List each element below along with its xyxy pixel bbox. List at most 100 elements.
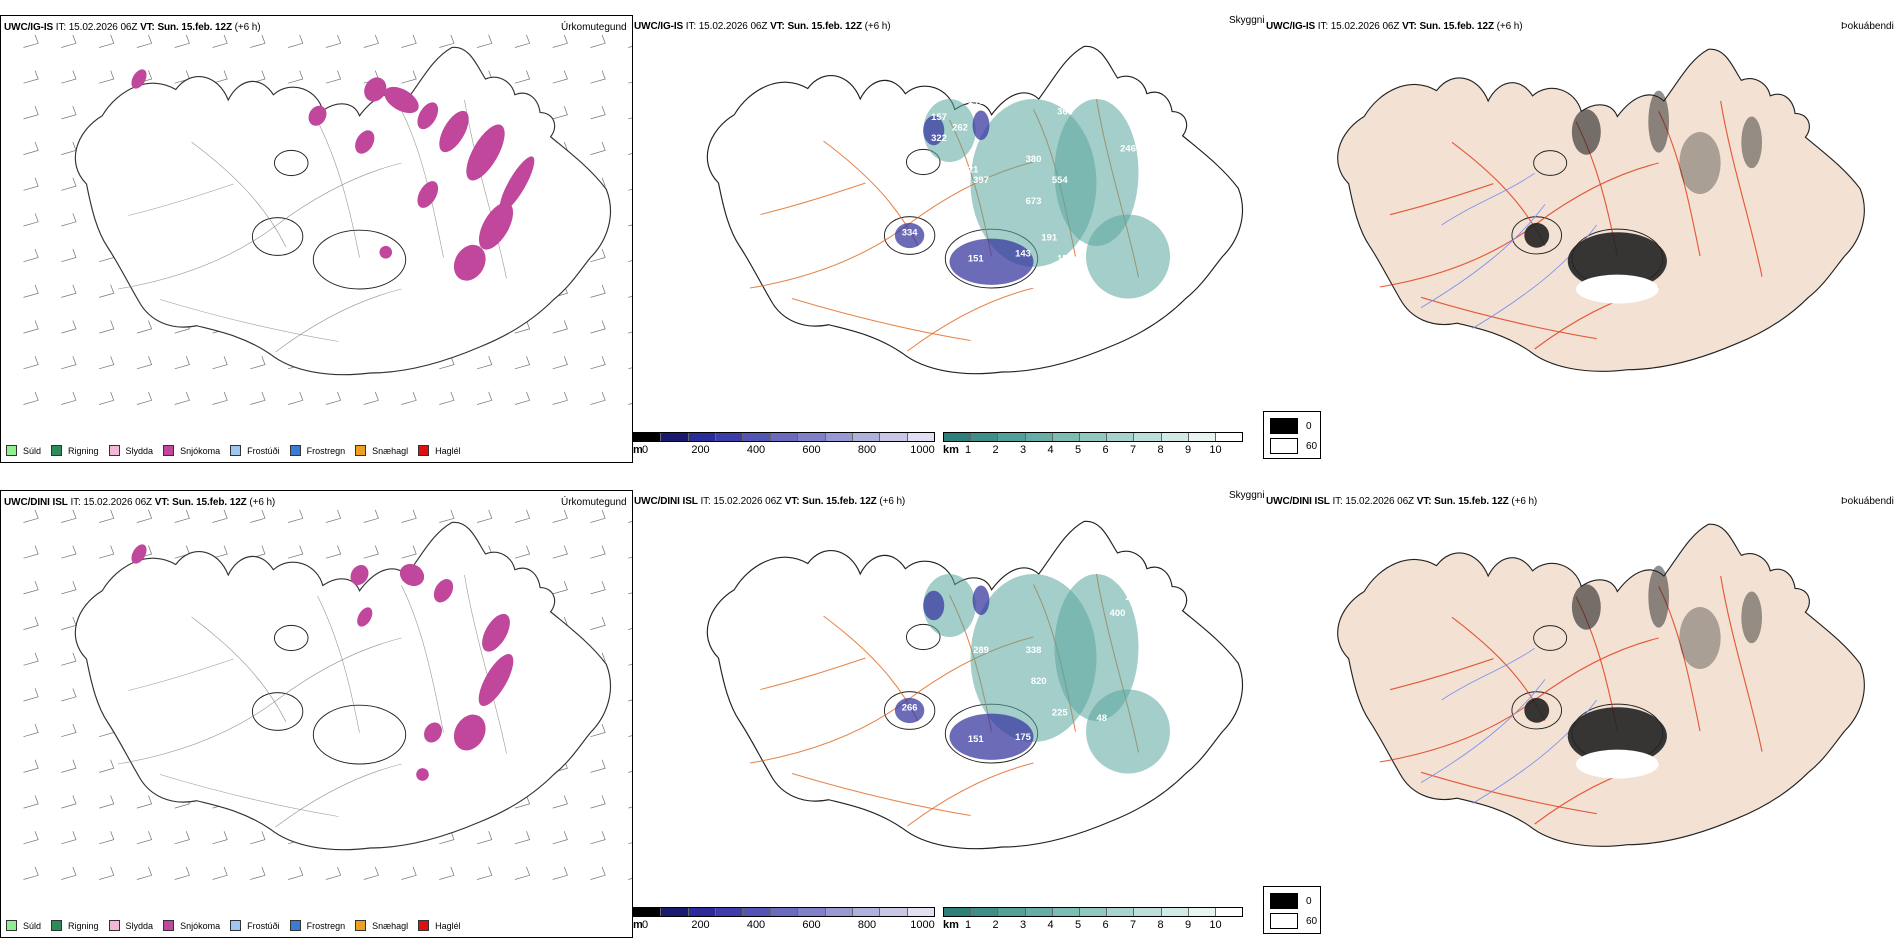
ceiling-value-label: 187 xyxy=(1041,270,1057,281)
ceiling-value-label: 266 xyxy=(902,703,918,714)
precip-legend: Súld Rigning Slydda Snjókoma Frostúði Frostre… xyxy=(6,445,471,456)
ceiling-tick: 400 xyxy=(746,444,766,456)
ceiling-value-label: 380 xyxy=(1026,154,1042,165)
precip-legend: Súld Rigning Slydda Snjókoma Frostúði Frostre… xyxy=(6,920,471,931)
ceiling-tick: 1000 xyxy=(910,919,935,931)
visibility-tick: 5 xyxy=(1074,919,1082,931)
ceiling-tick: 800 xyxy=(857,444,877,456)
visibility-panel: UWC/IG-IS IT: 15.02.2026 06Z VT: Sun. 15… xyxy=(633,15,1266,475)
ceiling-value-label: 246 xyxy=(1120,144,1136,155)
ceiling-value-label: 225 xyxy=(1052,708,1068,719)
precip-legend-item: Snjókoma xyxy=(163,920,220,931)
precip-legend-item: Snæhagl xyxy=(355,920,408,931)
precip-legend-item: Haglél xyxy=(418,445,461,456)
precip-legend-item: Snæhagl xyxy=(355,445,408,456)
fog-legend: 0 60 xyxy=(1263,886,1321,934)
precip-legend-item: Rigning xyxy=(51,920,99,931)
legend-swatch xyxy=(6,920,17,931)
panel-title: UWC/DINI ISL IT: 15.02.2026 06Z VT: Sun.… xyxy=(1266,496,1538,507)
fog-legend: 0 60 xyxy=(1263,411,1321,459)
ceiling-value-label: 554 xyxy=(1052,175,1068,186)
visibility-tick: 2 xyxy=(992,919,999,931)
visibility-unit: km xyxy=(943,444,959,456)
fog-panel: UWC/IG-IS IT: 15.02.2026 06Z VT: Sun. 15… xyxy=(1266,15,1900,475)
legend-swatch xyxy=(230,445,242,456)
ceiling-value-label: 151 xyxy=(968,254,984,265)
visibility-tick: 1 xyxy=(964,444,972,456)
ceiling-value-label: 322 xyxy=(931,133,947,144)
ceiling-value-label: 397 xyxy=(973,175,989,186)
ceiling-value-label: 262 xyxy=(952,123,968,134)
ceiling-value-label: 338 xyxy=(1026,645,1042,656)
legend-swatch xyxy=(355,920,367,931)
precip-legend-item: Snjókoma xyxy=(163,445,220,456)
fog-panel: UWC/DINI ISL IT: 15.02.2026 06Z VT: Sun.… xyxy=(1266,490,1900,950)
ceiling-tick: 600 xyxy=(802,444,821,456)
ceiling-value-label: 528 xyxy=(1026,280,1042,291)
panel-title: UWC/DINI ISL IT: 15.02.2026 06Z VT: Sun.… xyxy=(4,497,276,508)
legend-swatch xyxy=(1270,913,1298,929)
visibility-tick: 10 xyxy=(1209,919,1222,931)
panel-title: UWC/IG-IS IT: 15.02.2026 06Z VT: Sun. 15… xyxy=(634,21,891,32)
precip-legend-item: Frostúði xyxy=(230,920,280,931)
legend-swatch xyxy=(1270,418,1298,434)
ceiling-value-label: 282 xyxy=(1125,592,1141,603)
ceiling-value-label: 400 xyxy=(1110,608,1126,619)
precip-legend-item: Frostregn xyxy=(289,445,345,456)
precip-map xyxy=(23,509,632,880)
visibility-tick: 3 xyxy=(1019,444,1027,456)
ceiling-value-label: 121 xyxy=(963,165,979,176)
field-name: Þokuábendi xyxy=(1841,21,1894,32)
precip-type-panel: UWC/DINI ISL IT: 15.02.2026 06Z VT: Sun.… xyxy=(0,490,633,938)
fog-map xyxy=(1337,48,1865,372)
precip-type-panel: UWC/IG-IS IT: 15.02.2026 06Z VT: Sun. 15… xyxy=(0,15,633,463)
visibility-tick: 9 xyxy=(1184,444,1192,456)
visibility-tick: 7 xyxy=(1129,919,1137,931)
legend-swatch xyxy=(108,920,120,931)
ceiling-tick: 200 xyxy=(691,919,710,931)
legend-swatch xyxy=(163,920,175,931)
field-name: Úrkomutegund xyxy=(561,497,627,508)
field-name: Þokuábendi xyxy=(1841,496,1894,507)
ceiling-unit: m xyxy=(633,919,643,931)
ceiling-value-label: 175 xyxy=(1068,739,1084,750)
ceiling-value-label: 48 xyxy=(1097,713,1108,724)
visibility-map: 282 400 289 338 820 266 225 151 175 204 175 48 xyxy=(706,520,1243,850)
precip-legend-item: Frostúði xyxy=(230,445,280,456)
visibility-tick: 1 xyxy=(964,919,972,931)
legend-swatch xyxy=(1270,438,1298,454)
precip-legend-item: Rigning xyxy=(51,445,99,456)
ceiling-unit: m xyxy=(633,444,643,456)
ceiling-tick: 600 xyxy=(802,919,821,931)
visibility-tick: 4 xyxy=(1047,444,1054,456)
visibility-tick: 4 xyxy=(1047,919,1054,931)
ceiling-tick: 800 xyxy=(857,919,877,931)
visibility-tick: 6 xyxy=(1102,919,1109,931)
legend-swatch xyxy=(108,445,120,456)
visibility-tick: 5 xyxy=(1074,444,1082,456)
legend-swatch xyxy=(230,920,242,931)
legend-swatch xyxy=(355,445,367,456)
legend-swatch xyxy=(51,920,63,931)
fog-legend-item: 60 xyxy=(1270,438,1317,454)
legend-swatch xyxy=(6,445,17,456)
visibility-panel: UWC/DINI ISL IT: 15.02.2026 06Z VT: Sun.… xyxy=(633,490,1266,950)
visibility-tick: 8 xyxy=(1157,444,1164,456)
ceiling-value-label: 673 xyxy=(1026,196,1042,207)
visibility-tick: 3 xyxy=(1019,919,1027,931)
precip-map xyxy=(23,34,632,405)
ceiling-colorbar xyxy=(633,907,935,917)
ceiling-value-label: 191 xyxy=(1041,233,1057,244)
visibility-tick: 2 xyxy=(992,444,999,456)
ceiling-value-label: 334 xyxy=(902,228,918,239)
legend-swatch xyxy=(418,920,430,931)
ceiling-value-label: 175 xyxy=(1015,732,1031,743)
legend-swatch xyxy=(289,920,301,931)
ceiling-value-label: 157 xyxy=(931,112,947,123)
ceiling-value-label: 820 xyxy=(1031,676,1047,687)
precip-legend-item: Slydda xyxy=(108,445,153,456)
ceiling-value-label: 151 xyxy=(968,734,984,745)
legend-swatch xyxy=(1270,893,1298,909)
